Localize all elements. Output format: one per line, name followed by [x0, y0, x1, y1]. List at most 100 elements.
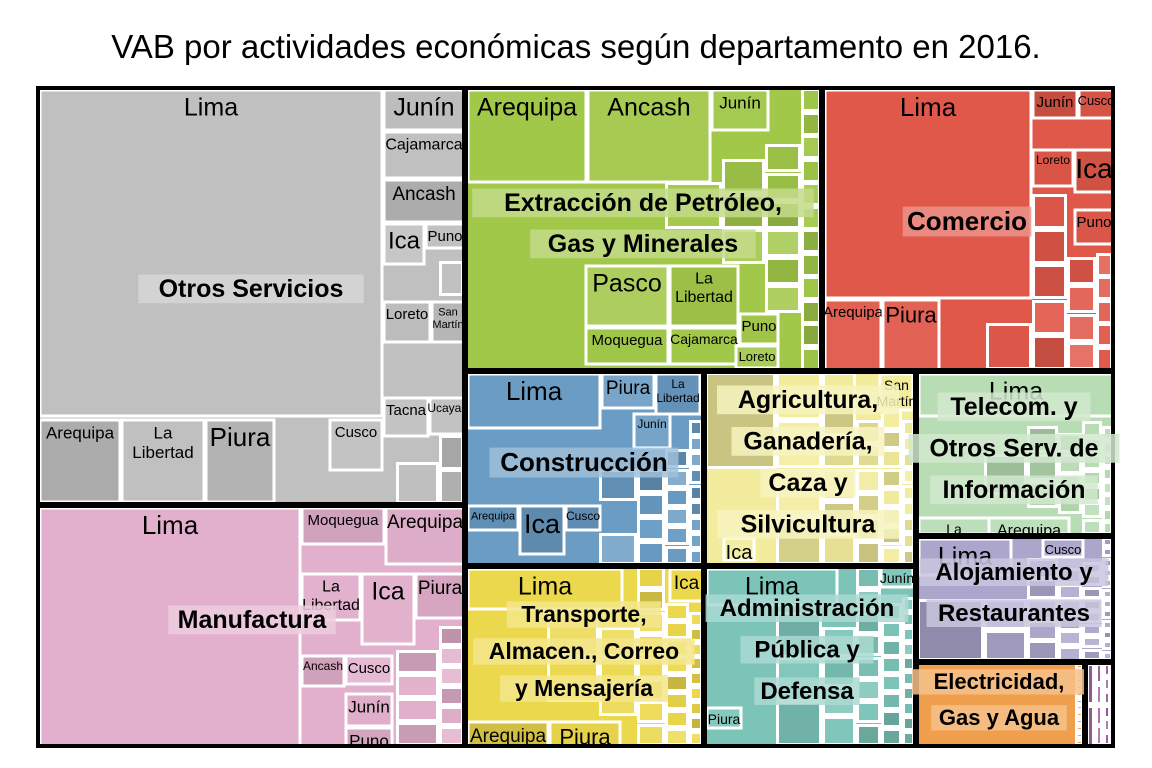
treemap-group-label: Agricultura,	[738, 386, 878, 414]
treemap-filler-tile	[1103, 691, 1111, 705]
treemap-filler-tile	[1032, 335, 1067, 370]
treemap-filler-tile	[1058, 646, 1082, 662]
treemap-leaf-label: Puno	[1076, 214, 1111, 231]
treemap-filler-tile	[822, 533, 856, 565]
treemap-group-label-bg	[499, 675, 669, 702]
treemap-filler-tile	[1082, 636, 1102, 648]
treemap-filler-tile	[439, 646, 464, 666]
treemap-filler-tile	[1102, 620, 1113, 630]
treemap-filler-tile	[1075, 725, 1084, 732]
treemap-leaf-label: Loreto	[739, 349, 776, 364]
treemap-filler-tile	[637, 493, 665, 517]
treemap-filler-tile	[1067, 342, 1096, 370]
treemap-filler-tile	[599, 533, 637, 565]
treemap-group-label: Otros Servicios	[159, 275, 344, 303]
treemap-filler-tile	[1067, 257, 1096, 285]
treemap-group-border	[1084, 661, 1115, 748]
treemap-filler-tile	[856, 567, 881, 589]
treemap-leaf-label: Ica	[674, 573, 700, 594]
treemap-leaf-label: Lima	[184, 93, 238, 121]
treemap-filler-tile	[689, 686, 703, 701]
treemap-leaf-lima	[466, 372, 602, 430]
treemap-leaf-label: La	[154, 423, 173, 442]
treemap-group-label: Pública y	[754, 637, 860, 664]
treemap-filler-tile	[902, 671, 915, 686]
treemap-filler-tile	[1082, 587, 1102, 599]
treemap-filler-tile	[881, 411, 902, 430]
treemap-filler-tile	[776, 701, 822, 746]
treemap-filler-tile	[396, 698, 439, 722]
treemap-filler-tile	[881, 469, 902, 488]
treemap-filler-tile	[1102, 547, 1113, 557]
treemap-filler-tile	[881, 430, 902, 449]
treemap-filler-tile	[637, 541, 665, 565]
treemap-leaf-label: Arequipa	[477, 93, 577, 121]
treemap-filler-tile	[1103, 732, 1111, 746]
treemap-filler-tile	[689, 517, 703, 533]
treemap-filler-tile	[801, 276, 821, 300]
treemap-leaf-label: Junín	[393, 93, 454, 121]
treemap-filler-tile	[765, 285, 801, 313]
treemap-filler-tile	[665, 710, 689, 728]
treemap-filler-tile	[1082, 649, 1102, 661]
treemap-filler-tile	[1102, 599, 1113, 609]
treemap-leaf-label: Cusco	[348, 660, 391, 677]
treemap-group-label: Gas y Minerales	[548, 230, 738, 258]
treemap-leaf-moquegua	[584, 326, 670, 366]
treemap-group-label: Extracción de Petróleo,	[504, 189, 782, 217]
treemap-leaf-cajamarca	[668, 326, 740, 366]
treemap-leaf-junin	[632, 412, 672, 450]
treemap-filler-tile	[1032, 229, 1067, 264]
treemap-filler-tile	[1058, 584, 1082, 600]
treemap-leaf-label: Cusco	[566, 509, 600, 523]
treemap-filler-tile	[902, 716, 915, 731]
treemap-group-label: Gas y Agua	[939, 705, 1060, 730]
treemap-leaf-label: Ancash	[303, 659, 343, 673]
treemap-group-label-bg	[717, 510, 899, 539]
treemap-group-label-bg	[138, 274, 364, 304]
treemap-filler-tile	[1096, 347, 1113, 371]
treemap-filler-tile	[881, 639, 902, 657]
treemap-leaf-la-libertad	[668, 264, 740, 328]
treemap-group-label-bg	[931, 705, 1067, 731]
treemap-leaf-piura	[600, 372, 656, 410]
treemap-filler-tile	[1102, 651, 1113, 661]
treemap-filler-tile	[881, 674, 902, 692]
treemap-filler-tile	[1082, 502, 1102, 518]
treemap-filler-tile	[1102, 508, 1113, 522]
treemap-leaf-ica	[382, 222, 426, 266]
treemap-leaf-cusco	[328, 418, 384, 472]
treemap-group-label: Alojamiento y	[935, 559, 1093, 586]
treemap-leaf-label: Martín	[432, 319, 463, 331]
treemap-group-label: Electricidad,	[934, 669, 1065, 694]
treemap-filler-tile	[881, 488, 902, 507]
treemap-filler-tile	[665, 728, 689, 746]
treemap-group-label: Comercio	[907, 206, 1027, 236]
treemap-filler-tile	[881, 710, 902, 728]
treemap-leaf-label: Junín	[719, 93, 761, 112]
treemap-leaf-label: Lima	[518, 572, 572, 600]
treemap-filler-tile	[986, 323, 1032, 370]
treemap-filler-tile	[902, 468, 915, 484]
treemap-filler-tile	[881, 728, 902, 746]
treemap-filler-tile	[1095, 705, 1103, 726]
treemap-leaf-cusco	[1077, 88, 1115, 120]
treemap-filler-tile	[1102, 640, 1113, 650]
treemap-leaf-cusco	[344, 654, 394, 686]
treemap-filler-tile	[1082, 519, 1102, 535]
treemap-leaf-label: Cusco	[1045, 542, 1082, 557]
treemap-leaf-label: Junín	[1037, 94, 1074, 111]
treemap-group-manufactura: LimaMoqueguaArequipaLaLibertadIcaPiuraAn…	[36, 504, 466, 750]
treemap-leaf-label: Loreto	[1036, 153, 1070, 167]
treemap-filler-tile	[1075, 711, 1084, 718]
treemap-filler-tile	[801, 347, 821, 371]
treemap-filler-tile	[689, 533, 703, 549]
treemap-filler-tile	[902, 686, 915, 701]
treemap-group-label: y Mensajería	[515, 675, 653, 701]
treemap-filler-tile	[1096, 323, 1113, 347]
treemap-leaf-label: Arequipa	[46, 423, 115, 442]
treemap-filler-tile	[856, 679, 881, 701]
treemap-filler-tile	[801, 253, 821, 277]
treemap-leaf-label: Junín	[880, 570, 914, 586]
